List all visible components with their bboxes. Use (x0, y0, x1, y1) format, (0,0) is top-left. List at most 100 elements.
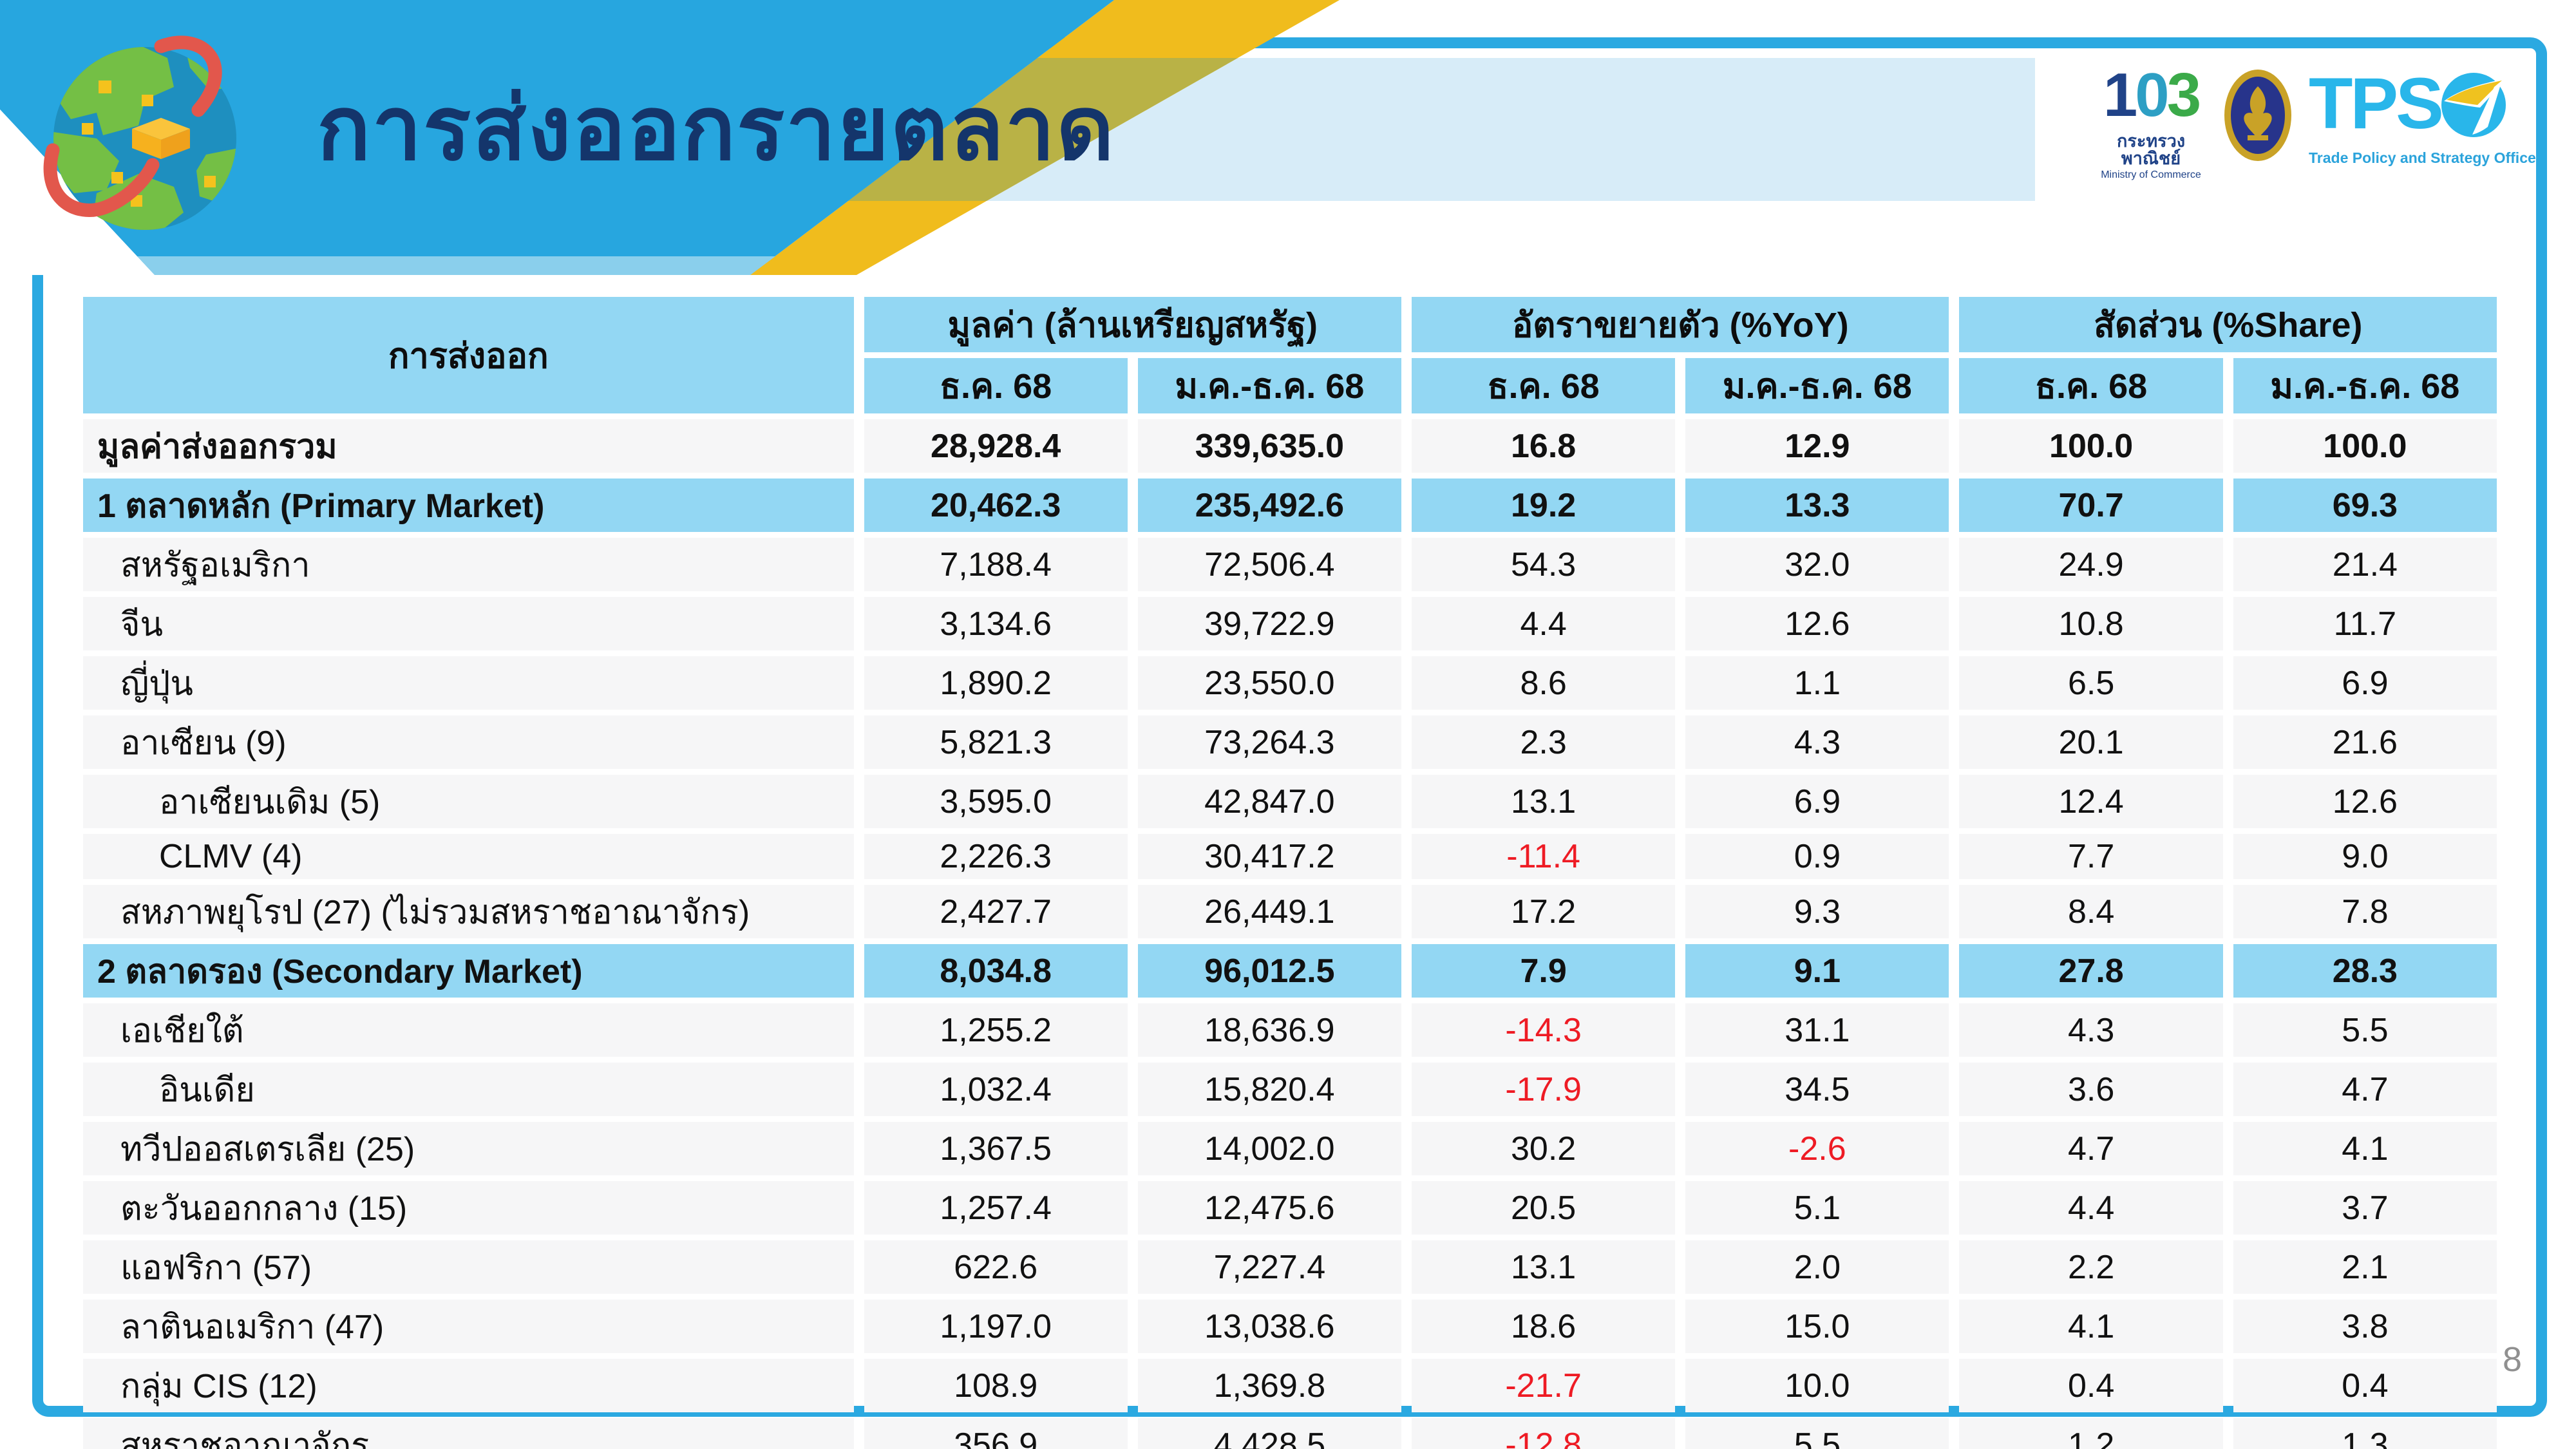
tpso-tagline: Trade Policy and Strategy Office (2309, 149, 2536, 166)
value-cell: 18.6 (1412, 1300, 1676, 1353)
value-cell: 70.7 (1959, 478, 2223, 532)
value-cell: 10.8 (1959, 597, 2223, 650)
value-cell: 12.4 (1959, 775, 2223, 828)
header-banner (0, 0, 1340, 275)
value-cell: 13.1 (1412, 775, 1676, 828)
value-cell: 7,227.4 (1137, 1240, 1401, 1294)
value-cell: 9.3 (1685, 885, 1949, 938)
value-cell: 15.0 (1685, 1300, 1949, 1353)
value-cell: 32.0 (1685, 538, 1949, 591)
value-cell: 12.6 (2233, 775, 2497, 828)
value-cell: 3.6 (1959, 1063, 2223, 1116)
digit-3: 3 (2166, 61, 2201, 129)
value-cell: 28,928.4 (864, 419, 1128, 473)
value-cell: 10.0 (1685, 1359, 1949, 1412)
ministry-name-th: กระทรวงพาณิชย์ (2117, 131, 2185, 168)
value-cell: 5.1 (1685, 1181, 1949, 1235)
table-row: 1 ตลาดหลัก (Primary Market) 20,462.3 235,4… (83, 478, 2497, 532)
ministry-emblem-icon (2224, 70, 2291, 161)
value-cell: 34.5 (1685, 1063, 1949, 1116)
table-row: ลาตินอเมริกา (47) 1,197.0 13,038.6 18.6 15.0… (83, 1300, 2497, 1353)
value-cell: 2,427.7 (864, 885, 1128, 938)
tpso-o-swoosh-icon (2441, 73, 2507, 137)
value-cell: 12.6 (1685, 597, 1949, 650)
table-row: สหราชอาณาจักร 356.9 4,428.5 -12.8 5.5 1.2 1.3 (83, 1418, 2497, 1449)
value-cell: 2.3 (1412, 715, 1676, 769)
table-row: ตะวันออกกลาง (15) 1,257.4 12,475.6 20.5 5.1 4… (83, 1181, 2497, 1235)
value-cell: 13.1 (1412, 1240, 1676, 1294)
value-cell: 7.7 (1959, 834, 2223, 879)
value-cell: 4.1 (1959, 1300, 2223, 1353)
value-cell: 3,134.6 (864, 597, 1128, 650)
period-header: ธ.ค. 68 (1412, 358, 1676, 413)
ministry-name-en: Ministry of Commerce (2101, 169, 2201, 180)
value-cell: 1.3 (2233, 1418, 2497, 1449)
value-cell: 3,595.0 (864, 775, 1128, 828)
value-cell: 4.7 (2233, 1063, 2497, 1116)
value-cell: 13,038.6 (1137, 1300, 1401, 1353)
value-cell: 1,890.2 (864, 656, 1128, 710)
value-cell: 42,847.0 (1137, 775, 1401, 828)
value-cell: 19.2 (1412, 478, 1676, 532)
table-row: อินเดีย 1,032.4 15,820.4 -17.9 34.5 3.6 4.7 (83, 1063, 2497, 1116)
value-cell: 2.1 (2233, 1240, 2497, 1294)
value-cell: 0.9 (1685, 834, 1949, 879)
value-cell: 31.1 (1685, 1003, 1949, 1057)
value-cell: 6.5 (1959, 656, 2223, 710)
table-body: มูลค่าส่งออกรวม 28,928.4 339,635.0 16.8 12.9… (83, 419, 2497, 1449)
row-label: ทวีปออสเตรเลีย (25) (83, 1122, 854, 1175)
value-cell: 6.9 (1685, 775, 1949, 828)
row-label: แอฟริกา (57) (83, 1240, 854, 1294)
value-cell: 100.0 (1959, 419, 2223, 473)
globe-export-icon (43, 35, 236, 230)
table-row: มูลค่าส่งออกรวม 28,928.4 339,635.0 16.8 12.9… (83, 419, 2497, 473)
value-cell: 18,636.9 (1137, 1003, 1401, 1057)
table-row: สหรัฐอเมริกา 7,188.4 72,506.4 54.3 32.0 24.9 2… (83, 538, 2497, 591)
value-cell: 2,226.3 (864, 834, 1128, 879)
value-cell: 28.3 (2233, 944, 2497, 998)
value-cell: 4.3 (1959, 1003, 2223, 1057)
page-title: การส่งออกรายตลาด (317, 79, 1115, 178)
period-header: ธ.ค. 68 (1959, 358, 2223, 413)
value-cell: 2.0 (1685, 1240, 1949, 1294)
value-cell: 356.9 (864, 1418, 1128, 1449)
value-cell: 4.1 (2233, 1122, 2497, 1175)
table-row: ญี่ปุ่น 1,890.2 23,550.0 8.6 1.1 6.5 6.9 (83, 656, 2497, 710)
row-label: 2 ตลาดรอง (Secondary Market) (83, 944, 854, 998)
row-label: มูลค่าส่งออกรวม (83, 419, 854, 473)
value-cell: 7,188.4 (864, 538, 1128, 591)
value-cell: 108.9 (864, 1359, 1128, 1412)
value-cell: 4.4 (1412, 597, 1676, 650)
value-cell: 12.9 (1685, 419, 1949, 473)
value-cell: 235,492.6 (1137, 478, 1401, 532)
value-cell: 1.2 (1959, 1418, 2223, 1449)
value-cell: -2.6 (1685, 1122, 1949, 1175)
value-cell: 24.9 (1959, 538, 2223, 591)
period-header: ม.ค.-ธ.ค. 68 (1137, 358, 1401, 413)
value-cell: 3.7 (2233, 1181, 2497, 1235)
value-cell: 6.9 (2233, 656, 2497, 710)
value-cell: -14.3 (1412, 1003, 1676, 1057)
value-cell: 69.3 (2233, 478, 2497, 532)
table-row: แอฟริกา (57) 622.6 7,227.4 13.1 2.0 2.2 2.1 (83, 1240, 2497, 1294)
value-cell: 1,032.4 (864, 1063, 1128, 1116)
digit-1: 1 (2103, 61, 2137, 129)
row-label: สหภาพยุโรป (27) (ไม่รวมสหราชอาณาจักร) (83, 885, 854, 938)
tpso-acronym: TPS (2309, 63, 2444, 144)
value-cell: 14,002.0 (1137, 1122, 1401, 1175)
value-cell: 339,635.0 (1137, 419, 1401, 473)
group-header-share: สัดส่วน (%Share) (1959, 297, 2497, 352)
table-row: ทวีปออสเตรเลีย (25) 1,367.5 14,002.0 30.2 -2… (83, 1122, 2497, 1175)
row-label: CLMV (4) (83, 834, 854, 879)
value-cell: 8.4 (1959, 885, 2223, 938)
value-cell: 17.2 (1412, 885, 1676, 938)
value-cell: 1,367.5 (864, 1122, 1128, 1175)
value-cell: 1,257.4 (864, 1181, 1128, 1235)
table-row: CLMV (4) 2,226.3 30,417.2 -11.4 0.9 7.7 9.0 (83, 834, 2497, 879)
value-cell: 16.8 (1412, 419, 1676, 473)
group-header-growth: อัตราขยายตัว (%YoY) (1412, 297, 1949, 352)
banner-shape (0, 0, 1114, 275)
value-cell: 20.1 (1959, 715, 2223, 769)
value-cell: 9.0 (2233, 834, 2497, 879)
row-label: ญี่ปุ่น (83, 656, 854, 710)
